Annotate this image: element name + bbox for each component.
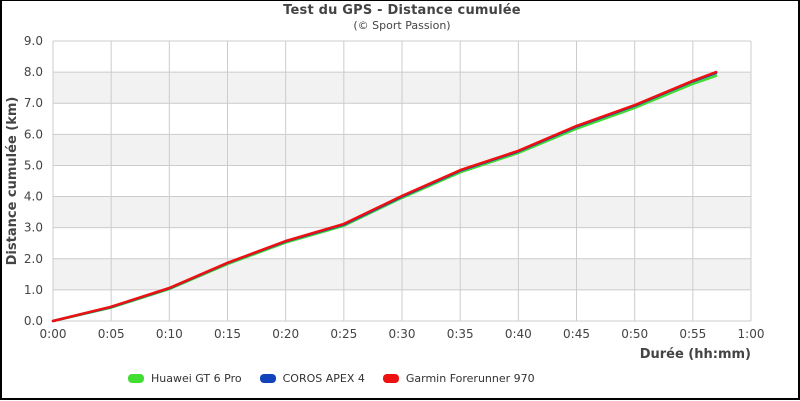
x-tick-label: 1:00	[738, 327, 765, 341]
y-tick-label: 8.0	[24, 65, 43, 79]
y-tick-label: 5.0	[24, 158, 43, 172]
legend: Huawei GT 6 Pro COROS APEX 4 Garmin Foreru…	[128, 372, 553, 385]
x-tick-label: 0:15	[214, 327, 241, 341]
y-tick-label: 6.0	[24, 127, 43, 141]
y-axis-title: Distance cumulée (km)	[5, 97, 20, 266]
y-tick-label: 1.0	[24, 283, 43, 297]
legend-label: Huawei GT 6 Pro	[151, 372, 242, 385]
x-tick-label: 0:40	[505, 327, 532, 341]
legend-swatch	[259, 374, 276, 383]
legend-swatch	[128, 374, 144, 383]
series-line-2	[51, 70, 718, 323]
x-tick-label: 0:20	[272, 327, 299, 341]
chart-subtitle: (© Sport Passion)	[353, 19, 451, 32]
legend-item[interactable]: COROS APEX 4	[259, 372, 365, 385]
y-tick-label: 4.0	[24, 190, 43, 204]
legend-item[interactable]: Garmin Forerunner 970	[382, 372, 535, 385]
y-tick-label: 0.0	[24, 314, 43, 328]
x-tick-label: 0:25	[330, 327, 357, 341]
y-tick-label: 7.0	[24, 96, 43, 110]
y-tick-label: 3.0	[24, 221, 43, 235]
y-tick-label: 2.0	[24, 252, 43, 266]
x-tick-label: 0:05	[98, 327, 125, 341]
legend-item[interactable]: Huawei GT 6 Pro	[128, 372, 242, 385]
x-tick-label: 0:55	[679, 327, 706, 341]
x-axis-title: Durée (hh:mm)	[640, 347, 751, 362]
x-tick-label: 0:30	[389, 327, 416, 341]
legend-label: COROS APEX 4	[282, 372, 365, 385]
x-tick-label: 0:00	[40, 327, 67, 341]
x-tick-label: 0:10	[156, 327, 183, 341]
x-tick-label: 0:45	[563, 327, 590, 341]
x-tick-label: 0:50	[621, 327, 648, 341]
chart-title: Test du GPS - Distance cumulée	[283, 3, 521, 18]
legend-label: Garmin Forerunner 970	[405, 372, 535, 385]
y-tick-label: 9.0	[24, 34, 43, 48]
legend-swatch	[382, 374, 399, 383]
x-tick-label: 0:35	[447, 327, 474, 341]
